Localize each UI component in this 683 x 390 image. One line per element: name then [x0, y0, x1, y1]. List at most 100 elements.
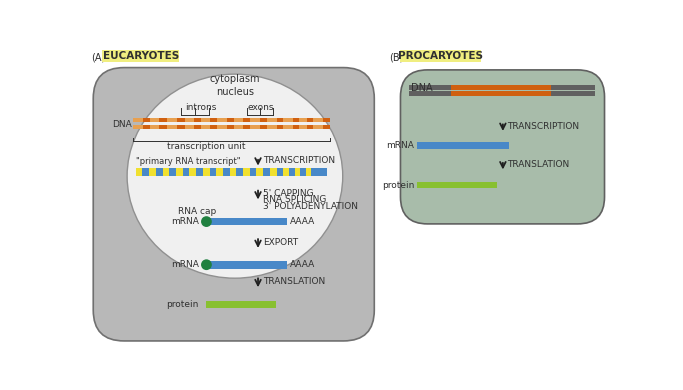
Text: TRANSCRIPTION: TRANSCRIPTION: [263, 156, 335, 165]
Bar: [150, 124, 159, 129]
Bar: [267, 118, 277, 122]
Bar: [451, 92, 551, 96]
Text: RNA cap: RNA cap: [178, 207, 217, 216]
Bar: [251, 118, 260, 122]
Bar: [177, 124, 185, 129]
Bar: [177, 118, 185, 122]
Bar: [227, 118, 234, 122]
Bar: [283, 168, 289, 176]
Bar: [306, 168, 311, 176]
FancyBboxPatch shape: [94, 67, 374, 341]
Text: EXPORT: EXPORT: [263, 238, 298, 247]
Bar: [277, 118, 283, 122]
Bar: [159, 118, 167, 122]
Bar: [210, 118, 217, 122]
Bar: [295, 168, 301, 176]
Bar: [417, 142, 509, 149]
Text: mRNA: mRNA: [171, 217, 199, 226]
Text: DNA: DNA: [112, 120, 132, 129]
Text: exons: exons: [247, 103, 274, 112]
Bar: [417, 182, 497, 188]
Text: RNA SPLICING: RNA SPLICING: [263, 195, 326, 204]
Text: mRNA: mRNA: [171, 260, 199, 269]
Bar: [185, 124, 194, 129]
Bar: [299, 118, 307, 122]
Text: TRANSLATION: TRANSLATION: [263, 277, 325, 286]
Bar: [270, 168, 277, 176]
Bar: [322, 124, 330, 129]
Bar: [234, 118, 243, 122]
Bar: [294, 118, 299, 122]
Bar: [133, 124, 330, 129]
Bar: [143, 124, 150, 129]
Text: 5' CAPPING: 5' CAPPING: [263, 189, 313, 198]
Text: "primary RNA transcript": "primary RNA transcript": [136, 157, 240, 166]
Bar: [194, 118, 201, 122]
Bar: [307, 118, 313, 122]
Bar: [243, 118, 251, 122]
Bar: [133, 118, 143, 122]
Bar: [451, 85, 551, 90]
FancyBboxPatch shape: [400, 70, 604, 224]
Bar: [217, 118, 227, 122]
Bar: [203, 168, 210, 176]
Bar: [243, 168, 249, 176]
Bar: [189, 168, 195, 176]
Text: mRNA: mRNA: [387, 141, 415, 150]
Text: transcription unit: transcription unit: [167, 142, 246, 151]
Bar: [277, 124, 283, 129]
Text: AAAA: AAAA: [290, 217, 315, 226]
Bar: [294, 124, 299, 129]
Text: PROCARYOTES: PROCARYOTES: [398, 51, 483, 61]
Bar: [159, 124, 167, 129]
Bar: [185, 118, 194, 122]
Text: nucleus: nucleus: [216, 87, 254, 97]
Circle shape: [201, 259, 212, 270]
FancyBboxPatch shape: [102, 50, 180, 62]
Bar: [149, 168, 156, 176]
Bar: [267, 124, 277, 129]
Bar: [133, 118, 330, 122]
Bar: [167, 118, 177, 122]
Bar: [307, 124, 313, 129]
Bar: [409, 85, 596, 90]
Text: AAAA: AAAA: [290, 260, 315, 269]
Bar: [210, 124, 217, 129]
Text: 3' POLYADENYLATION: 3' POLYADENYLATION: [263, 202, 358, 211]
Ellipse shape: [127, 74, 343, 278]
Bar: [143, 118, 150, 122]
Bar: [229, 168, 236, 176]
Circle shape: [201, 216, 212, 227]
Bar: [206, 218, 288, 225]
Text: protein: protein: [382, 181, 415, 190]
Bar: [409, 92, 596, 96]
Text: (A): (A): [91, 53, 105, 63]
Bar: [260, 124, 267, 129]
Bar: [167, 124, 177, 129]
Bar: [176, 168, 182, 176]
Bar: [283, 124, 294, 129]
Bar: [299, 124, 307, 129]
Bar: [206, 261, 288, 269]
Bar: [150, 118, 159, 122]
Bar: [243, 124, 251, 129]
Text: TRANSLATION: TRANSLATION: [507, 160, 569, 169]
Bar: [201, 118, 210, 122]
Bar: [133, 124, 143, 129]
Bar: [257, 168, 264, 176]
Text: EUCARYOTES: EUCARYOTES: [103, 51, 179, 61]
Bar: [217, 124, 227, 129]
Bar: [136, 168, 142, 176]
Text: (B): (B): [389, 53, 403, 63]
Bar: [201, 124, 210, 129]
Text: protein: protein: [167, 300, 199, 309]
Bar: [227, 124, 234, 129]
Bar: [322, 118, 330, 122]
Text: TRANSCRIPTION: TRANSCRIPTION: [507, 122, 579, 131]
Bar: [251, 124, 260, 129]
Bar: [194, 124, 201, 129]
FancyBboxPatch shape: [400, 50, 482, 62]
Bar: [313, 124, 322, 129]
Text: cytoplasm: cytoplasm: [210, 74, 260, 84]
Text: introns: introns: [185, 103, 217, 112]
